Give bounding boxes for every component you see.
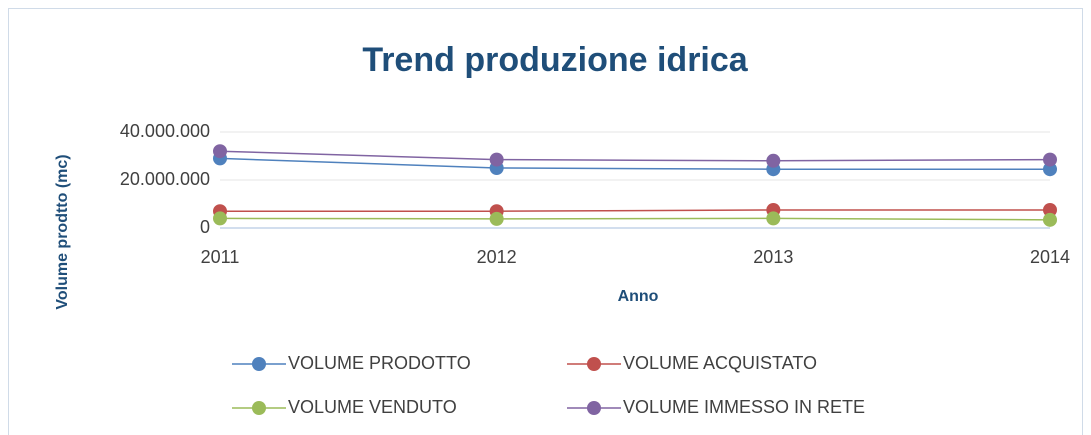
series-line: [219, 217, 1051, 221]
data-point: [213, 211, 227, 226]
series-line: [219, 150, 1051, 162]
data-point: [1043, 162, 1057, 177]
legend-marker: [252, 357, 266, 371]
series-line: [220, 209, 1050, 212]
x-axis-label: Anno: [618, 288, 659, 305]
legend-label: VOLUME IMMESSO IN RETE: [623, 397, 865, 417]
y-tick-label: 40.000.000: [120, 121, 210, 141]
legend-label: VOLUME PRODOTTO: [288, 353, 471, 373]
y-tick-label: 0: [200, 217, 210, 237]
legend-marker: [587, 401, 601, 415]
data-point: [213, 144, 227, 159]
x-tick-label: 2013: [753, 247, 793, 267]
y-axis-label: Volume prodtto (mc): [54, 154, 71, 309]
series-line: [219, 157, 1050, 170]
data-point: [489, 152, 504, 167]
legend-marker: [252, 401, 266, 415]
legend-label: VOLUME VENDUTO: [288, 397, 457, 417]
data-point: [766, 153, 781, 168]
x-tick-label: 2011: [201, 247, 240, 267]
data-point: [489, 211, 504, 226]
data-point: [1043, 212, 1057, 227]
data-point: [1043, 203, 1057, 217]
x-tick-label: 2012: [477, 247, 517, 267]
x-tick-label: 2014: [1030, 247, 1070, 267]
y-tick-label: 20.000.000: [120, 169, 210, 189]
legend-marker: [587, 357, 601, 371]
data-point: [1043, 152, 1057, 167]
chart-border: [8, 8, 1083, 435]
chart-title: Trend produzione idrica: [362, 41, 748, 79]
legend-label: VOLUME ACQUISTATO: [623, 353, 817, 373]
data-point: [766, 211, 781, 226]
